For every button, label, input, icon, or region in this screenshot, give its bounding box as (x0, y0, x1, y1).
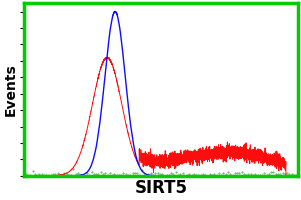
Y-axis label: Events: Events (4, 63, 17, 116)
X-axis label: SIRT5: SIRT5 (135, 179, 188, 197)
